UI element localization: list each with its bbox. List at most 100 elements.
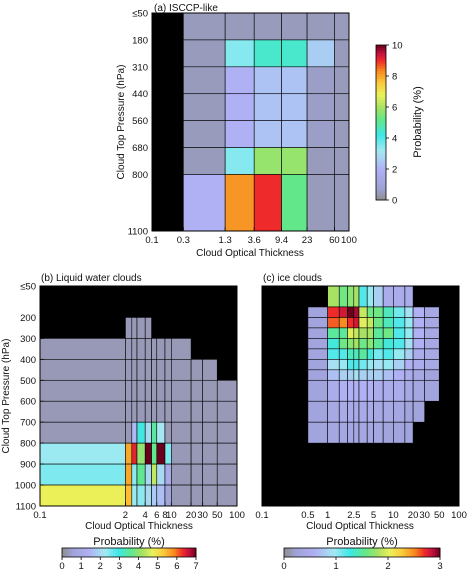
panel-c-colorbar-segment [424,548,428,557]
panel-b-cell [39,463,126,486]
panel-c-colorbar-label: Probability (%) [326,536,398,548]
panel-c-cell [347,369,355,381]
panel-c-colorbar-segment [401,548,405,557]
panel-c-cell [358,369,368,381]
panel-b-colorbar-segment [97,548,101,557]
panel-a-y-tick-label: 680 [132,143,148,154]
panel-c-colorbar-segment [406,548,410,557]
panel-c-cell [393,400,406,423]
panel-b-cell [164,421,172,444]
panel-a-colorbar-segment [376,119,386,123]
panel-c-cell [347,285,355,308]
panel-b-x-tick-label: 2 [123,510,128,521]
panel-c-cell [382,348,394,360]
panel-b-cell [164,442,172,465]
panel-a-colorbar-segment [376,132,386,136]
panel-a-cell [253,39,282,68]
panel-c-cell [412,359,425,371]
panel-b-colorbar-tick-label: 7 [193,561,198,572]
panel-b-cell [125,359,133,381]
panel-a-cell [183,66,226,95]
panel-b-cell [190,421,203,444]
panel-b-cell [131,421,138,444]
panel-c-cell [327,400,340,423]
panel-c-cell [327,379,340,402]
panel-b-colorbar-segment [131,548,134,557]
panel-c-cell [347,338,355,350]
panel-a-colorbar-segment [376,86,386,90]
panel-b-cell [125,442,133,465]
panel-c-colorbar-tick-label: 0 [281,561,286,572]
panel-b-colorbar-segment [73,548,76,557]
panel-b-colorbar-segment [175,548,179,557]
panel-b-cell [190,442,203,465]
panel-b-colorbar-segment [149,548,152,557]
panel-c-cell [404,338,414,350]
panel-c-x-tick-label: 30 [419,510,430,521]
panel-b-cell [164,379,172,402]
panel-c-colorbar-segment [315,548,319,557]
panel-b-cell [216,421,238,444]
panel-b-y-tick-label: 400 [20,355,36,366]
panel-b-cell [171,442,192,465]
panel-a-y-tick-label: 1100 [128,227,148,238]
panel-b-cell [144,317,152,339]
panel-c-cell [327,338,340,350]
panel-a-cell [183,174,226,232]
panel-b-cell [164,484,172,507]
panel-c-cell [307,369,328,381]
panel-b-colorbar-tick-label: 3 [117,561,122,572]
panel-a-title: (a) ISCCP-like [154,3,218,14]
panel-b-colorbar-segment [84,548,88,557]
panel-c-cell [327,285,340,308]
panel-b-cell [202,484,218,507]
panel-a-cell [281,39,308,68]
panel-b-colorbar-tick-label: 4 [136,561,141,572]
panel-b-cell [216,442,238,465]
panel-c-colorbar-segment [393,548,397,557]
panel-a-colorbar-segment [376,45,386,49]
panel-b-colorbar-segment [88,548,92,557]
panel-b-colorbar-segment [129,548,132,557]
panel-c-cell [338,317,348,329]
panel-a-y-tick-label: ≤50 [132,9,148,20]
panel-c-colorbar-segment [351,548,355,557]
panel-a-colorbar-segment [376,125,386,129]
panel-b-cell [125,379,133,402]
panel-b-cell [144,484,152,507]
panel-b-colorbar-tick-label: 0 [59,561,64,572]
panel-b-x-tick-label: 100 [229,510,245,521]
panel-a-cell [281,93,308,121]
panel-a-cell [334,147,350,175]
panel-c-cell [412,400,425,423]
panel-b-cell [39,359,126,381]
panel-c-cell [353,338,360,350]
panel-a-colorbar-segment [376,68,386,72]
panel-c-colorbar-segment [346,548,350,557]
panel-c-cell [382,306,394,318]
panel-c-colorbar-segment [419,548,423,557]
panel-a-x-tick-label: 0.3 [177,235,190,246]
panel-b-cell [151,484,158,507]
panel-a-cell [306,66,335,95]
panel-c-cell [307,379,328,402]
panel-c-cell [424,359,440,371]
panel-c-cell [393,285,406,308]
panel-a-cell [224,39,255,68]
panel-b-cell [156,442,166,465]
panel-c-cell [327,359,340,371]
panel-c-cell [404,400,414,423]
panel-c-colorbar-segment [427,548,431,557]
panel-c-cell [358,306,368,318]
panel-a-cell [306,174,335,232]
panel-c-cell [424,306,440,318]
panel-c-cell [307,348,328,360]
panel-c-cell [366,338,374,350]
panel-b-cell [202,400,218,423]
panel-c-cell [327,327,340,339]
panel-c-cell [358,348,368,360]
panel-c-cell [412,317,425,329]
panel-b-colorbar-segment [173,548,177,557]
panel-b-cell [131,442,138,465]
